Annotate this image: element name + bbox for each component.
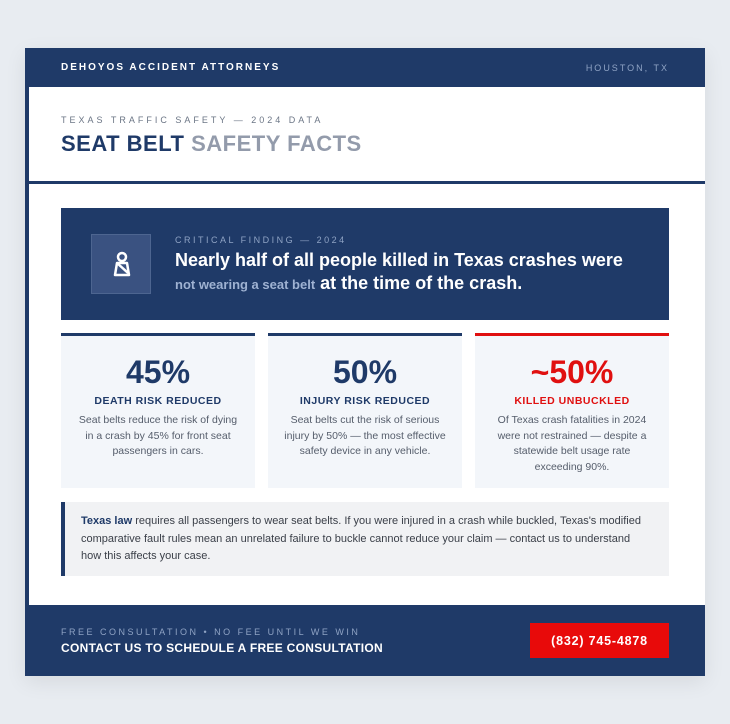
stat-label: INJURY RISK REDUCED	[299, 395, 431, 407]
stat-value: 45%	[125, 354, 191, 390]
title-block: TEXAS TRAFFIC SAFETY — 2024 DATA SEAT BE…	[29, 87, 705, 184]
finding-highlight: not wearing a seat belt	[175, 277, 316, 292]
finding-banner: CRITICAL FINDING — 2024 Nearly half of a…	[61, 208, 669, 320]
stat-value: 50%	[332, 354, 398, 390]
stat-card: 45% DEATH RISK REDUCED Seat belts reduce…	[61, 333, 255, 488]
note-lead: Texas law	[81, 515, 133, 527]
title: SEAT BELT SAFETY FACTS	[61, 131, 673, 157]
stat-value: ~50%	[530, 354, 614, 390]
title-kicker: TEXAS TRAFFIC SAFETY — 2024 DATA	[61, 115, 324, 125]
icon	[91, 234, 151, 294]
finding-text: Nearly half of all people killed in Texa…	[175, 249, 645, 296]
stat-text: Seat belts reduce the risk of dying in a…	[78, 414, 238, 457]
footer-kicker: FREE CONSULTATION • NO FEE UNTIL WE WIN	[61, 627, 361, 637]
note-text: requires all passengers to wear seat bel…	[81, 515, 641, 562]
footer: FREE CONSULTATION • NO FEE UNTIL WE WIN …	[25, 605, 705, 676]
note: Texas law requires all passengers to wea…	[61, 502, 669, 576]
title-accent: SAFETY FACTS	[191, 131, 362, 156]
stat-card: 50% INJURY RISK REDUCED Seat belts cut t…	[268, 333, 462, 488]
footer-cta: CONTACT US TO SCHEDULE A FREE CONSULTATI…	[61, 641, 383, 655]
finding-line1: Nearly half of all people killed in Texa…	[175, 250, 623, 270]
seatbelt-icon	[113, 251, 131, 277]
stat-label: DEATH RISK REDUCED	[94, 395, 222, 407]
stat-card: ~50% KILLED UNBUCKLED Of Texas crash fat…	[475, 333, 669, 488]
brand: DEHOYOS ACCIDENT ATTORNEYS	[61, 62, 281, 73]
location: HOUSTON, TX	[585, 62, 669, 73]
stat-label: KILLED UNBUCKLED	[514, 395, 630, 407]
finding-line2: at the time of the crash.	[320, 273, 523, 293]
title-main: SEAT BELT	[61, 131, 185, 156]
phone-button[interactable]: (832) 745-4878	[530, 623, 669, 658]
top-bar: DEHOYOS ACCIDENT ATTORNEYS HOUSTON, TX	[25, 48, 705, 87]
finding-kicker: CRITICAL FINDING — 2024	[175, 235, 347, 245]
body: TEXAS TRAFFIC SAFETY — 2024 DATA SEAT BE…	[25, 87, 705, 605]
card: DEHOYOS ACCIDENT ATTORNEYS HOUSTON, TX T…	[25, 48, 705, 676]
stat-text: Of Texas crash fatalities in 2024 were n…	[497, 414, 647, 473]
stat-text: Seat belts cut the risk of serious injur…	[284, 414, 446, 457]
